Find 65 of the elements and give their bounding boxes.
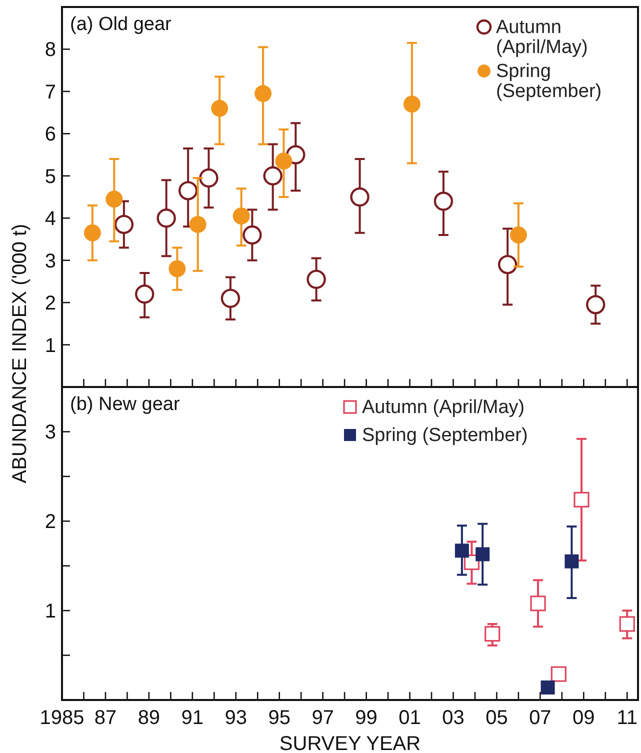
point	[550, 666, 566, 682]
point	[114, 214, 134, 234]
y-tick-label: 6	[44, 124, 56, 146]
x-tick-label: 1985	[40, 707, 84, 729]
point	[220, 288, 240, 308]
y-tick-label: 2	[44, 292, 56, 315]
point	[530, 596, 546, 612]
point	[476, 547, 490, 562]
point	[454, 544, 469, 558]
point	[306, 270, 326, 289]
point	[403, 96, 420, 113]
point	[275, 152, 292, 170]
y-tick-label: 8	[44, 39, 56, 62]
y-tick-label: 3	[44, 422, 56, 444]
x-tick-label: 87	[94, 707, 117, 729]
point	[189, 216, 206, 233]
point	[263, 166, 282, 186]
point	[350, 187, 370, 207]
x-tick-label: 11	[616, 707, 638, 729]
point	[564, 554, 579, 568]
chart-title: (b) New gear	[70, 394, 180, 415]
point	[84, 224, 101, 242]
x-tick-label: 91	[181, 707, 204, 729]
point	[586, 295, 606, 314]
point	[211, 100, 228, 117]
y-tick-label: 4	[44, 208, 56, 230]
point	[134, 284, 154, 304]
point	[510, 226, 527, 244]
x-tick-label: 93	[224, 707, 248, 729]
legend-label: Autumn (April/May)	[362, 397, 525, 418]
legend-label: Autumn (April/May)	[496, 17, 588, 58]
point	[574, 492, 590, 508]
point	[178, 181, 198, 200]
point	[498, 254, 518, 274]
point	[106, 190, 123, 208]
x-tick-label: 03	[442, 707, 464, 729]
y-tick-label: 5	[44, 166, 56, 188]
y-tick-label: 3	[44, 250, 56, 272]
point	[434, 192, 454, 211]
point	[242, 225, 262, 245]
x-tick-label: 97	[312, 707, 334, 729]
x-tick-label: 09	[572, 707, 595, 729]
y-tick-label: 1	[44, 334, 56, 357]
point	[484, 626, 500, 642]
point	[254, 85, 272, 102]
chart-title: (a) Old gear	[70, 14, 172, 35]
point	[156, 208, 176, 228]
point	[619, 616, 635, 632]
y-tick-label: 2	[44, 511, 56, 534]
x-tick-label: 99	[355, 707, 378, 729]
legend-label: Spring (September)	[496, 61, 602, 102]
point	[232, 208, 250, 224]
point	[199, 168, 218, 188]
y-tick-label: 1	[44, 600, 56, 623]
x-tick-label: 01	[398, 707, 421, 729]
x-tick-label: 89	[138, 707, 160, 729]
y-axis-title: ABUNDANCE INDEX ('000 t)	[9, 224, 31, 484]
x-axis-title: SURVEY YEAR	[279, 733, 421, 753]
point	[168, 260, 186, 278]
x-tick-label: 05	[486, 707, 508, 729]
x-tick-label: 95	[268, 707, 290, 729]
legend-label: Spring (September)	[362, 425, 528, 446]
y-tick-label: 7	[44, 81, 56, 104]
point	[540, 680, 555, 694]
x-tick-label: 07	[529, 707, 552, 729]
